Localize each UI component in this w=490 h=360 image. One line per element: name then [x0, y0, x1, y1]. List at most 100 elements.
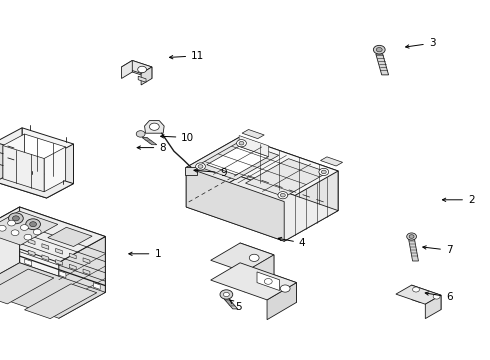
Polygon shape [70, 264, 76, 270]
Polygon shape [44, 147, 66, 192]
Polygon shape [257, 272, 279, 291]
Polygon shape [24, 284, 97, 319]
Polygon shape [42, 255, 49, 261]
Circle shape [138, 66, 147, 73]
Polygon shape [83, 258, 90, 264]
Polygon shape [48, 227, 92, 247]
Polygon shape [42, 244, 49, 249]
Polygon shape [3, 134, 25, 179]
Text: 4: 4 [278, 237, 306, 248]
Circle shape [0, 225, 6, 231]
Polygon shape [211, 243, 274, 272]
Polygon shape [59, 271, 66, 278]
Polygon shape [0, 269, 54, 304]
Polygon shape [185, 167, 197, 175]
Circle shape [237, 140, 246, 147]
Circle shape [24, 234, 32, 240]
Circle shape [433, 294, 440, 299]
Circle shape [280, 193, 285, 197]
Polygon shape [145, 121, 164, 133]
Polygon shape [186, 176, 338, 241]
Circle shape [223, 292, 229, 297]
Circle shape [239, 141, 244, 145]
Polygon shape [239, 135, 269, 157]
Polygon shape [240, 137, 338, 211]
Text: 6: 6 [425, 292, 453, 302]
Circle shape [198, 165, 203, 168]
Polygon shape [409, 239, 418, 261]
Polygon shape [20, 207, 105, 292]
Polygon shape [224, 299, 238, 309]
Polygon shape [3, 145, 44, 192]
Polygon shape [186, 137, 240, 207]
Polygon shape [207, 146, 269, 175]
Circle shape [21, 225, 28, 230]
Polygon shape [211, 263, 296, 300]
Text: 8: 8 [137, 143, 166, 153]
Circle shape [265, 279, 272, 284]
Polygon shape [245, 255, 274, 292]
Polygon shape [22, 128, 74, 184]
Text: 5: 5 [230, 300, 242, 312]
Circle shape [33, 229, 41, 235]
Polygon shape [0, 207, 105, 262]
Text: 10: 10 [161, 132, 195, 143]
Circle shape [413, 287, 419, 292]
Polygon shape [284, 171, 338, 241]
Polygon shape [28, 239, 35, 245]
Circle shape [136, 131, 145, 137]
Circle shape [8, 220, 16, 226]
Polygon shape [122, 60, 152, 73]
Polygon shape [186, 137, 338, 202]
Polygon shape [196, 141, 279, 180]
Polygon shape [59, 237, 105, 318]
Circle shape [409, 235, 414, 238]
Circle shape [11, 230, 19, 235]
Polygon shape [425, 295, 441, 319]
Text: 3: 3 [406, 38, 436, 48]
Circle shape [319, 168, 329, 176]
Polygon shape [70, 253, 76, 259]
Text: 1: 1 [129, 249, 161, 259]
Circle shape [13, 216, 20, 221]
Polygon shape [55, 260, 63, 265]
Polygon shape [0, 128, 22, 182]
Polygon shape [0, 263, 105, 318]
Polygon shape [132, 60, 152, 78]
Polygon shape [0, 167, 74, 198]
Polygon shape [240, 243, 296, 302]
Polygon shape [142, 138, 157, 145]
Polygon shape [93, 283, 100, 289]
Polygon shape [141, 67, 152, 85]
Polygon shape [242, 130, 264, 139]
Polygon shape [24, 259, 31, 266]
Circle shape [29, 222, 36, 227]
Polygon shape [24, 134, 66, 180]
Polygon shape [396, 285, 441, 304]
Polygon shape [0, 211, 58, 245]
Circle shape [220, 290, 233, 299]
Circle shape [9, 213, 24, 224]
Circle shape [278, 192, 288, 199]
Polygon shape [376, 54, 389, 75]
Circle shape [196, 163, 205, 170]
Polygon shape [138, 76, 146, 82]
Polygon shape [412, 285, 441, 310]
Text: 7: 7 [423, 245, 453, 255]
Polygon shape [186, 167, 284, 241]
Text: 2: 2 [442, 195, 475, 205]
Polygon shape [267, 283, 296, 320]
Polygon shape [245, 159, 328, 197]
Circle shape [376, 48, 382, 52]
Circle shape [149, 123, 159, 130]
Circle shape [249, 254, 259, 261]
Polygon shape [55, 248, 63, 254]
Polygon shape [47, 144, 74, 198]
Polygon shape [0, 142, 47, 198]
Circle shape [321, 170, 326, 174]
Text: 9: 9 [194, 168, 227, 178]
Polygon shape [122, 60, 132, 78]
Circle shape [407, 233, 416, 240]
Circle shape [25, 219, 40, 230]
Polygon shape [28, 250, 35, 256]
